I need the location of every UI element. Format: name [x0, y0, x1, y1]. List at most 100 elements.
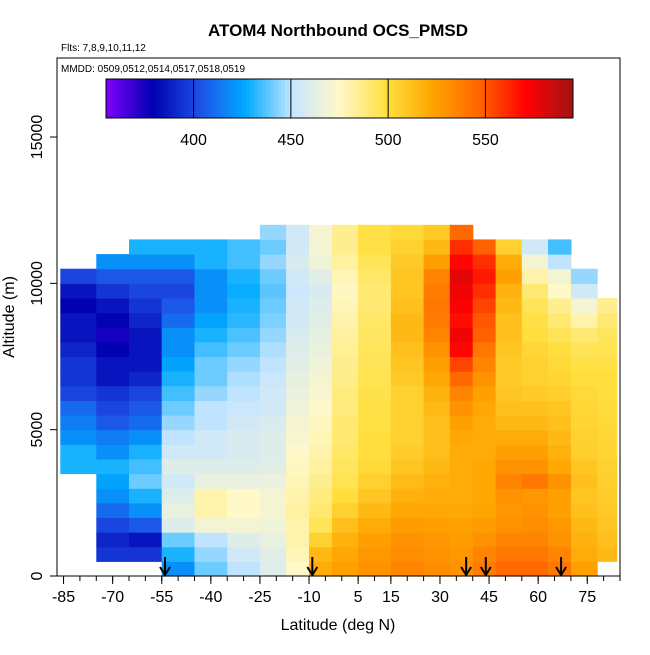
heat-cell — [194, 532, 228, 548]
heat-cell — [194, 546, 228, 562]
heat-cell — [60, 327, 97, 343]
colorbar-segment — [502, 79, 508, 118]
heat-cell — [60, 298, 97, 314]
arrow-marker — [159, 557, 171, 577]
heat-cell — [548, 371, 572, 387]
heat-cell — [521, 298, 549, 314]
heat-cell — [194, 254, 228, 270]
heat-cell — [161, 341, 195, 358]
colorbar-tick-label: 400 — [180, 132, 207, 149]
heat-cell — [129, 239, 163, 255]
heat-cell — [449, 400, 474, 416]
heat-cell — [309, 356, 333, 372]
colorbar-segment — [246, 79, 251, 118]
colorbar-segment — [378, 79, 383, 118]
heat-cell — [309, 224, 333, 240]
heat-cell — [161, 400, 195, 416]
heat-cell — [548, 356, 572, 372]
heat-cell — [423, 341, 451, 358]
y-tick-label: 10000 — [29, 261, 46, 306]
heat-cell — [548, 415, 572, 431]
colorbar-segment — [199, 79, 204, 118]
heat-cell — [472, 268, 497, 284]
heat-cell — [332, 385, 359, 401]
colorbar-segment — [561, 79, 566, 118]
colorbar-segment — [541, 79, 547, 118]
heat-cell — [194, 356, 228, 372]
heat-cell — [548, 385, 572, 401]
heat-cell — [60, 283, 97, 299]
colorbar-segment — [479, 79, 484, 118]
heat-cell — [449, 298, 474, 314]
heat-cell — [570, 371, 598, 387]
colorbar-segment — [471, 79, 477, 118]
heat-cell — [96, 400, 130, 416]
heat-cell — [548, 546, 572, 562]
heat-cell — [259, 517, 287, 533]
heat-cell — [332, 532, 359, 548]
heat-cell — [194, 268, 228, 284]
colorbar-segment — [152, 79, 158, 118]
heat-cell — [449, 356, 474, 372]
heat-cell — [194, 400, 228, 416]
heat-cell — [358, 458, 392, 475]
heat-cell — [472, 517, 497, 533]
colorbar-segment — [444, 79, 449, 118]
heat-cell — [227, 283, 261, 299]
heat-cell — [286, 415, 310, 431]
heat-cell — [390, 546, 425, 562]
heat-cell — [390, 239, 425, 255]
colorbar-segment — [499, 79, 504, 118]
heat-cell — [358, 502, 392, 518]
heat-cell — [129, 488, 163, 504]
heat-cell — [96, 298, 130, 314]
heat-cell — [358, 473, 392, 489]
arrow-marker — [460, 557, 473, 577]
heat-cell — [472, 239, 497, 255]
plot-frame — [56, 57, 621, 577]
heat-cell — [449, 341, 474, 358]
heat-cell — [449, 283, 474, 299]
heat-cell — [570, 385, 598, 401]
heat-cell — [227, 239, 261, 255]
heat-cell — [358, 356, 392, 372]
heat-cell — [286, 458, 310, 475]
colorbar-segment — [436, 79, 442, 118]
colorbar-segment — [347, 79, 352, 118]
heat-cell — [161, 532, 195, 548]
heat-cell — [495, 561, 523, 577]
y-axis: 0 5000 10000 15000 — [29, 115, 57, 580]
heat-cell — [495, 458, 523, 475]
heat-cell — [309, 488, 333, 504]
heat-cell — [227, 444, 261, 460]
heat-cell — [358, 517, 392, 533]
heat-cell — [194, 239, 228, 255]
heat-cell — [358, 224, 392, 240]
heat-cell — [570, 546, 598, 562]
heat-cell — [521, 268, 549, 284]
heat-cell — [597, 444, 618, 460]
heat-cell — [358, 488, 392, 504]
colorbar-segment — [413, 79, 418, 118]
heat-cell — [309, 415, 333, 431]
heat-cell — [129, 327, 163, 343]
flights-annotation: Flts: 7,8,9,10,11,12 — [61, 43, 146, 54]
heat-cell — [597, 502, 618, 518]
heat-cell — [472, 444, 497, 460]
heat-cell — [286, 224, 310, 240]
colorbar-segment — [526, 79, 531, 118]
heat-cell — [390, 473, 425, 489]
heat-cell — [472, 429, 497, 445]
heat-cell — [286, 561, 310, 577]
x-tick-label: -70 — [101, 589, 124, 606]
heat-cell — [60, 268, 97, 284]
heat-cell — [423, 488, 451, 504]
colorbar-segment — [253, 79, 259, 118]
heat-cell — [548, 283, 572, 299]
colorbar-segment — [183, 79, 189, 118]
heat-cell — [332, 371, 359, 387]
heat-cell — [227, 341, 261, 358]
heat-cell — [194, 327, 228, 343]
heat-cell — [597, 385, 618, 401]
